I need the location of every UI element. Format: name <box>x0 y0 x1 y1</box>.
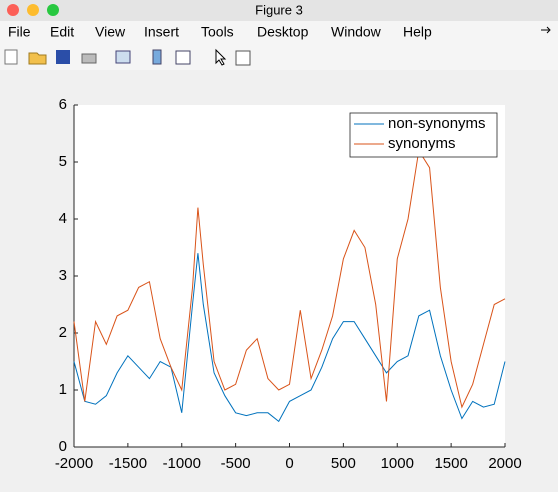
open-icon[interactable] <box>28 52 47 65</box>
x-tick-label: -2000 <box>55 455 93 472</box>
menu-item[interactable]: Help <box>403 24 432 40</box>
x-tick-label: 0 <box>285 455 293 472</box>
series-line <box>73 149 506 409</box>
legend-box <box>349 112 498 158</box>
toolbar-icons <box>4 48 251 66</box>
menu-item[interactable]: Window <box>331 24 382 40</box>
pointer-icon[interactable] <box>215 48 227 66</box>
zoom-button[interactable] <box>47 4 59 16</box>
y-tick-label: 0 <box>59 438 67 455</box>
y-tick-label: 1 <box>59 381 67 398</box>
menu-item[interactable]: View <box>95 24 126 40</box>
x-tick-label: -1500 <box>109 455 147 472</box>
y-tick-label: 6 <box>59 96 67 113</box>
link-icon[interactable] <box>115 50 131 64</box>
y-tick-label: 4 <box>59 210 67 227</box>
legend-label: non-synonyms <box>388 115 486 132</box>
window-title: Figure 3 <box>255 2 303 17</box>
new-icon[interactable] <box>4 49 18 65</box>
close-button[interactable] <box>7 4 19 16</box>
x-tick-label: -500 <box>221 455 251 472</box>
x-tick-label: 1500 <box>434 455 467 472</box>
menu-item[interactable]: File <box>8 24 31 40</box>
y-tick-label: 3 <box>59 267 67 284</box>
menu-item[interactable]: Edit <box>50 24 74 40</box>
menu-bar <box>0 21 558 44</box>
x-tick-label: 1000 <box>381 455 414 472</box>
colorbar-icon[interactable] <box>152 49 162 65</box>
y-tick-label: 5 <box>59 153 67 170</box>
x-tick-label: -1000 <box>163 455 201 472</box>
axes-background <box>74 105 505 447</box>
menu-item[interactable]: Tools <box>201 24 234 40</box>
x-tick-label: 500 <box>331 455 356 472</box>
print-icon[interactable] <box>81 53 97 64</box>
title-bar <box>0 0 558 21</box>
series-line <box>73 253 506 423</box>
property-icon[interactable] <box>235 50 251 66</box>
save-icon[interactable] <box>56 50 70 64</box>
legend-label: synonyms <box>388 135 456 152</box>
x-tick-label: 2000 <box>488 455 521 472</box>
menu-item[interactable]: Insert <box>144 24 179 40</box>
legend-icon[interactable] <box>175 50 191 65</box>
menu-item[interactable]: Desktop <box>257 24 309 40</box>
minimize-button[interactable] <box>27 4 39 16</box>
y-tick-label: 2 <box>59 324 67 341</box>
dock-arrow[interactable] <box>541 26 551 34</box>
